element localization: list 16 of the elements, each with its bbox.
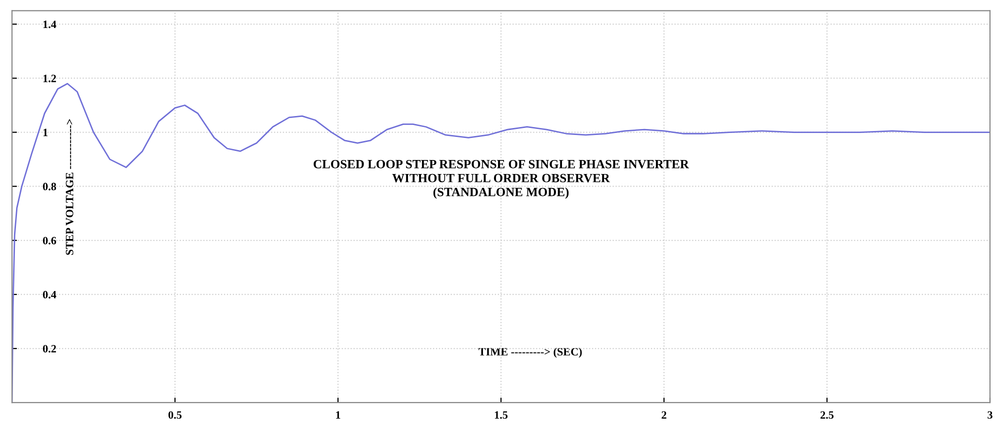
x-tick-label: 2.5	[820, 411, 834, 419]
y-tick-label: 0.6	[42, 236, 56, 244]
x-tick-label: 3	[988, 411, 992, 419]
x-tick-label: 1.5	[494, 411, 508, 419]
text: CLOSED LOOP STEP RESPONSE OF SINGLE PHASE INVERTER WITHOUT FULL ORDER OBSERVER (STANDALONE MODE)	[314, 160, 690, 199]
y-tick-label: 1	[43, 128, 48, 136]
y-tick-label: 0.4	[42, 290, 56, 298]
x-tick-label: 1	[336, 411, 340, 419]
y-tick-label: 0.8	[42, 182, 56, 190]
x-tick-label: 2	[662, 411, 666, 419]
x-tick-label: 0.5	[168, 411, 182, 419]
y-tick-label: 1.4	[43, 20, 56, 28]
y-axis-title: STEP VOLTAGE ------------>	[66, 119, 74, 255]
y-tick-label: 1.2	[43, 74, 56, 82]
y-tick-label: 0.2	[42, 344, 56, 353]
x-axis-title: TIME ---------> (SEC)	[478, 348, 582, 358]
